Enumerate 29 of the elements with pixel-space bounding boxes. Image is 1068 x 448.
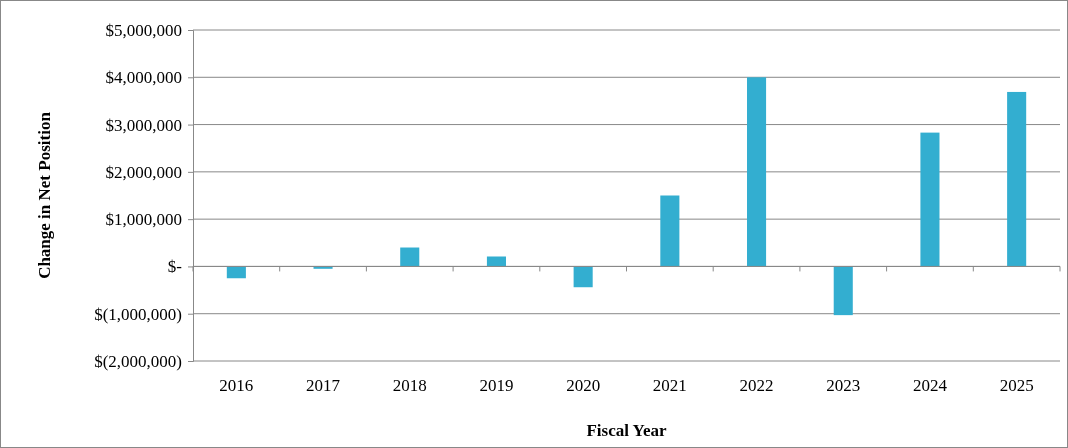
x-tick-label: 2016 <box>219 376 254 395</box>
bar <box>486 256 506 267</box>
x-tick-label: 2021 <box>652 376 687 395</box>
y-tick-label: $(2,000,000) <box>94 351 182 371</box>
bar <box>400 247 420 267</box>
y-tick-label: $- <box>167 257 183 277</box>
bar <box>833 266 853 316</box>
bar <box>747 77 767 267</box>
x-axis-title: Fiscal Year <box>586 421 667 440</box>
x-tick-label: 2023 <box>826 376 861 395</box>
bar <box>920 132 940 267</box>
bar <box>1007 91 1027 267</box>
x-tick-label: 2019 <box>479 376 514 395</box>
y-tick-label: $4,000,000 <box>105 68 182 88</box>
y-tick-label: $5,000,000 <box>105 20 182 40</box>
y-axis-title: Change in Net Position <box>35 111 54 279</box>
x-tick-label: 2025 <box>999 376 1034 395</box>
x-tick-label: 2022 <box>739 376 774 395</box>
y-tick-label: $3,000,000 <box>105 115 182 135</box>
x-tick-label: 2024 <box>912 376 948 395</box>
x-tick-label: 2017 <box>306 376 341 395</box>
bar <box>573 266 593 288</box>
y-tick-label: $2,000,000 <box>105 162 182 182</box>
y-tick-label: $1,000,000 <box>105 210 182 230</box>
y-tick-label: $(1,000,000) <box>94 304 182 324</box>
bar <box>226 266 246 279</box>
x-tick-label: 2018 <box>392 376 427 395</box>
bar <box>660 195 680 267</box>
x-tick-label: 2020 <box>566 376 601 395</box>
